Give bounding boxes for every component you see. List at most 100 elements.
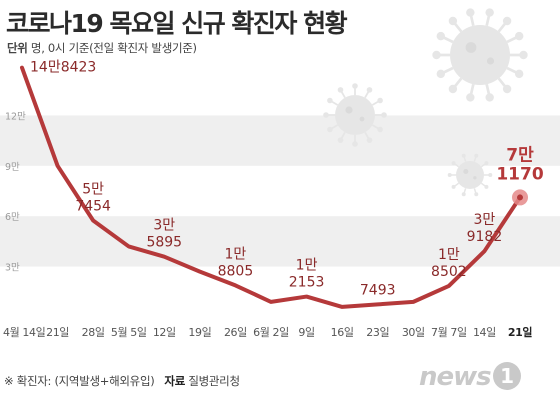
x-tick-label: 28일: [82, 325, 105, 339]
x-tick-label: 23일: [366, 325, 389, 339]
virus-spot: [473, 176, 477, 180]
source-label: 자료: [164, 374, 185, 388]
source-text: 질병관리청: [188, 374, 240, 388]
data-label-line: 1만: [225, 246, 247, 262]
virus-spike-tip: [366, 137, 373, 143]
virus-spike-tip: [377, 97, 383, 104]
x-tick-label: 12일: [153, 325, 176, 339]
virus-spike-tip: [502, 84, 512, 94]
virus-spike-tip: [448, 16, 458, 26]
data-label-line: 8502: [431, 264, 467, 280]
data-label-line: 5만: [82, 181, 104, 197]
virus-spike-tip: [519, 50, 528, 60]
x-tick-label: 26일: [224, 325, 247, 339]
y-tick-label: 3만: [5, 263, 20, 274]
x-tick-label: 4월 14일: [3, 325, 46, 339]
data-label: 3만 9182: [467, 212, 503, 245]
virus-spike-tip: [377, 126, 383, 133]
x-tick-label: 7월 7일: [431, 325, 467, 339]
data-point: [482, 249, 487, 253]
virus-spike-tip: [466, 93, 475, 102]
highlight-dot-center: [517, 194, 523, 201]
data-label-line: 7만: [506, 145, 534, 165]
data-point: [162, 255, 166, 259]
virus-body: [335, 95, 375, 135]
virus-spike-tip: [461, 153, 466, 158]
virus-spike-tip: [337, 137, 344, 143]
grid-band: [0, 216, 560, 267]
data-point: [91, 218, 95, 223]
data-point: [20, 66, 24, 70]
virus-spot: [345, 106, 353, 114]
x-tick-label: 6월 2일: [253, 325, 289, 339]
virus-icon: [447, 153, 493, 197]
virus-spike-tip: [327, 126, 333, 133]
data-point: [233, 283, 238, 288]
chart-background: [0, 115, 560, 267]
x-tick-label: 21일: [508, 325, 533, 339]
data-label-line: 7493: [360, 282, 396, 298]
virus-spot: [463, 168, 469, 175]
virus-spike-tip: [432, 50, 441, 60]
footnote: ※ 확진자: (지역발생+해외유입): [4, 374, 155, 388]
virus-spike-tip: [448, 84, 458, 94]
x-tick-label: 21일: [46, 325, 69, 339]
virus-spike-tip: [485, 93, 494, 102]
virus-spike-tip: [327, 97, 333, 104]
data-label: 7493: [360, 282, 396, 298]
virus-spike-tip: [436, 31, 446, 41]
virus-spike-tip: [484, 161, 489, 166]
data-label-line: 7454: [75, 198, 111, 214]
y-tick-label: 9만: [5, 162, 20, 173]
virus-body: [450, 25, 510, 85]
virus-spike-tip: [484, 184, 489, 189]
virus-spike-tip: [451, 161, 456, 166]
virus-spike-tip: [337, 87, 344, 93]
virus-spike-tip: [352, 83, 358, 89]
data-label-line: 1만: [296, 258, 318, 274]
data-label-line: 14만8423: [30, 60, 96, 76]
data-label: 1만 8502: [431, 247, 467, 280]
x-tick-label: 30일: [402, 325, 425, 339]
virus-spike-tip: [381, 112, 387, 118]
virus-spike-tip: [466, 8, 475, 17]
data-point: [376, 302, 380, 307]
y-tick-label: 6만: [5, 212, 20, 223]
virus-icon: [323, 83, 387, 147]
virus-spike-tip: [366, 87, 373, 93]
x-tick-label: 19일: [188, 325, 211, 339]
data-point: [411, 300, 415, 304]
data-label-line: 8805: [218, 263, 254, 279]
virus-spike-tip: [461, 192, 466, 197]
y-tick-label: 12만: [5, 111, 26, 122]
unit-note: 단위 명, 0시 기준(전일 확진자 발생기준): [7, 40, 197, 56]
data-label: 1만 2153: [289, 258, 325, 291]
page-title: 코로나19 목요일 신규 확진자 현황: [6, 9, 348, 38]
virus-illustrations: [323, 8, 528, 197]
footer: ※ 확진자: (지역발생+해외유입) 자료 질병관리청: [4, 373, 240, 389]
data-label-line: 1170: [496, 164, 543, 184]
data-point: [55, 164, 60, 168]
data-label-line: 3만: [474, 212, 496, 228]
virus-spot: [465, 42, 477, 53]
virus-spike-tip: [488, 173, 493, 177]
data-point: [447, 284, 451, 288]
data-label: 5만 7454: [75, 181, 111, 214]
virus-spot: [359, 116, 365, 122]
x-tick-label: 5월 5일: [111, 325, 147, 339]
virus-spike-tip: [474, 153, 479, 158]
virus-spike-tip: [485, 8, 494, 17]
virus-spike-tip: [474, 192, 479, 197]
data-point: [127, 244, 131, 249]
unit-label: 단위: [7, 41, 28, 55]
grid-band: [0, 115, 560, 166]
data-point: [304, 294, 309, 299]
data-label-line: 3만: [153, 218, 175, 234]
virus-spike-tip: [451, 184, 456, 189]
logo-text: news: [419, 362, 492, 392]
x-axis-ticks: 4월 14일 21일 28일 5월 5일 12일 19일 26일 6월 2일 9일 16일 23일 3…: [3, 325, 533, 339]
virus-spike-tip: [352, 141, 358, 147]
x-tick-label: 9일: [298, 325, 315, 339]
